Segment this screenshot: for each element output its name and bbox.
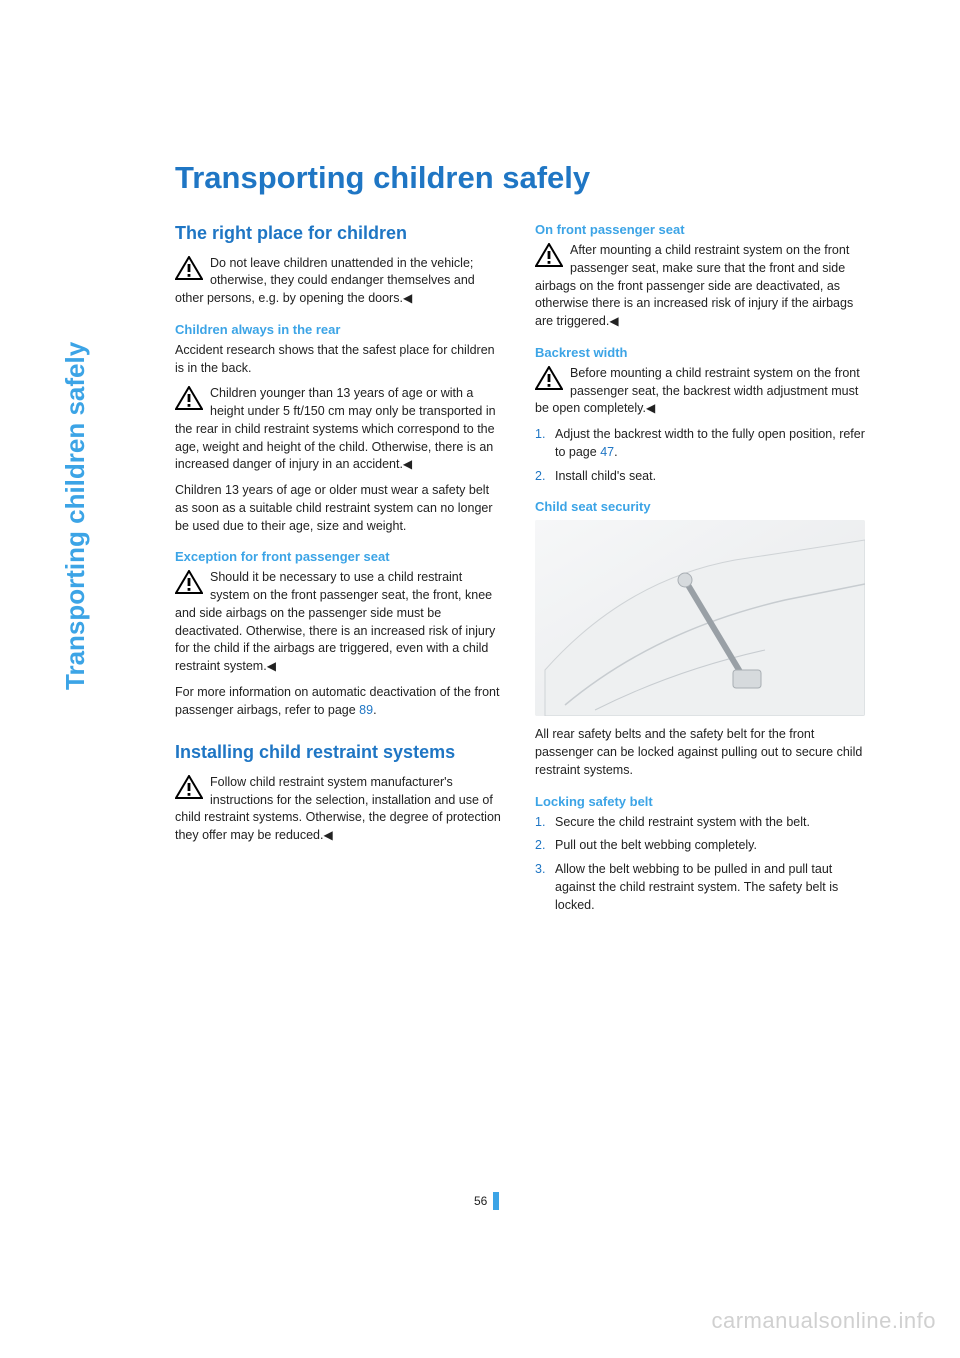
page-title: Transporting children safely <box>175 160 590 196</box>
warning-icon <box>175 256 203 280</box>
xref-text-after: . <box>373 703 376 717</box>
list-item: 3. Allow the belt webbing to be pulled i… <box>535 861 865 914</box>
step-number: 1. <box>535 426 545 444</box>
xref-text-before: For more information on automatic deacti… <box>175 685 499 717</box>
step-number: 2. <box>535 837 545 855</box>
warning-paragraph: Should it be necessary to use a child re… <box>175 569 505 676</box>
right-column: On front passenger seat After mounting a… <box>535 222 865 922</box>
body-text: For more information on automatic deacti… <box>175 684 505 720</box>
list-item: 1. Secure the child restraint system wit… <box>535 814 865 832</box>
step-text: Pull out the belt webbing completely. <box>555 838 757 852</box>
page-number-bar <box>493 1192 499 1210</box>
sub-heading-exception-front: Exception for front passenger seat <box>175 549 505 564</box>
warning-paragraph: Follow child restraint system manufactur… <box>175 774 505 845</box>
warning-icon <box>175 570 203 594</box>
step-number: 2. <box>535 468 545 486</box>
warning-paragraph: Before mounting a child restraint system… <box>535 365 865 418</box>
end-marker: ◀ <box>609 314 618 328</box>
end-marker: ◀ <box>267 659 276 673</box>
section-heading-installing: Installing child restraint systems <box>175 741 505 764</box>
step-number: 3. <box>535 861 545 879</box>
sub-heading-front-passenger: On front passenger seat <box>535 222 865 237</box>
seat-belt-figure <box>535 520 865 716</box>
warning-paragraph: Children younger than 13 years of age or… <box>175 385 505 474</box>
section-heading-right-place: The right place for children <box>175 222 505 245</box>
warning-icon <box>535 366 563 390</box>
step-text: Secure the child restraint system with t… <box>555 815 810 829</box>
end-marker: ◀ <box>323 828 332 842</box>
step-text-after: . <box>614 445 617 459</box>
watermark: carmanualsonline.info <box>711 1308 936 1334</box>
step-text: Install child's seat. <box>555 469 656 483</box>
warning-text: Before mounting a child restraint system… <box>535 366 860 416</box>
page-number-block: 56 <box>474 1192 499 1210</box>
list-item: 1. Adjust the backrest width to the full… <box>535 426 865 462</box>
warning-text: Should it be necessary to use a child re… <box>175 570 495 673</box>
list-item: 2. Pull out the belt webbing completely. <box>535 837 865 855</box>
warning-icon <box>175 775 203 799</box>
left-column: The right place for children Do not leav… <box>175 222 505 922</box>
sub-heading-locking-belt: Locking safety belt <box>535 794 865 809</box>
warning-paragraph: Do not leave children unattended in the … <box>175 255 505 308</box>
side-tab-title: Transporting children safely <box>60 342 91 690</box>
warning-text: Follow child restraint system manufactur… <box>175 775 501 842</box>
warning-text: Do not leave children unattended in the … <box>175 256 475 306</box>
end-marker: ◀ <box>646 401 655 415</box>
warning-text: After mounting a child restraint system … <box>535 243 853 328</box>
page-xref[interactable]: 89 <box>359 703 373 717</box>
step-text: Allow the belt webbing to be pulled in a… <box>555 862 838 912</box>
end-marker: ◀ <box>403 291 412 305</box>
steps-list: 1. Adjust the backrest width to the full… <box>535 426 865 485</box>
figure-caption: All rear safety belts and the safety bel… <box>535 726 865 779</box>
body-text: Accident research shows that the safest … <box>175 342 505 378</box>
sub-heading-children-rear: Children always in the rear <box>175 322 505 337</box>
page-xref[interactable]: 47 <box>600 445 614 459</box>
page-number: 56 <box>474 1194 487 1208</box>
step-number: 1. <box>535 814 545 832</box>
sub-heading-child-seat-security: Child seat security <box>535 499 865 514</box>
end-marker: ◀ <box>403 457 412 471</box>
warning-text: Children younger than 13 years of age or… <box>175 386 496 471</box>
warning-icon <box>175 386 203 410</box>
warning-icon <box>535 243 563 267</box>
steps-list: 1. Secure the child restraint system wit… <box>535 814 865 915</box>
sub-heading-backrest-width: Backrest width <box>535 345 865 360</box>
body-text: Children 13 years of age or older must w… <box>175 482 505 535</box>
warning-paragraph: After mounting a child restraint system … <box>535 242 865 331</box>
content-columns: The right place for children Do not leav… <box>175 222 865 922</box>
list-item: 2. Install child's seat. <box>535 468 865 486</box>
